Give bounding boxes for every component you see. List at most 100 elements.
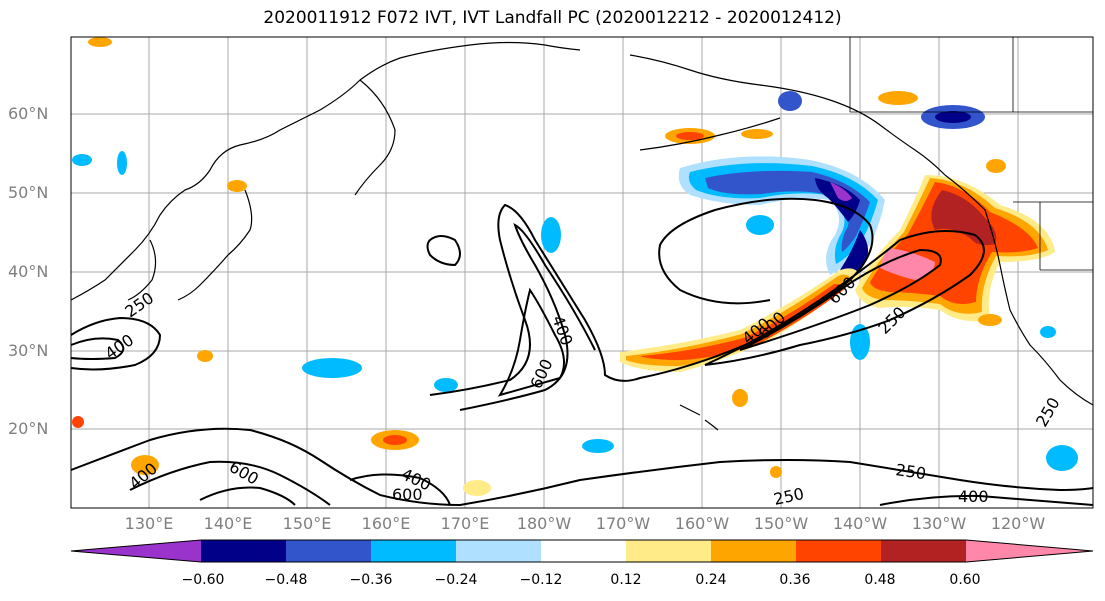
colorbar-segment	[286, 540, 371, 562]
colorbar-outline	[70, 539, 1094, 563]
political-borders	[849, 37, 1093, 271]
pos-pc-peak	[880, 248, 935, 280]
lat-label-60n: 60°N	[8, 104, 49, 123]
ivt-contour-400-plume	[704, 230, 985, 366]
map-title: 2020011912 F072 IVT, IVT Landfall PC (20…	[263, 8, 842, 28]
colorbar-segment	[71, 540, 201, 562]
lat-label-20n: 20°N	[8, 419, 49, 438]
coastline-asia	[70, 41, 581, 301]
colorbar-tick: 0.12	[610, 572, 642, 588]
pos-pc-blob	[741, 129, 773, 139]
lon-label-130e: 130°E	[124, 514, 174, 533]
ivt-contour-600-central	[497, 287, 565, 397]
neg-pc-blob	[72, 154, 92, 166]
ivt-contour-250-west	[70, 316, 162, 371]
pos-pc-blob	[197, 350, 213, 362]
ivt-contour-600-south-mid	[349, 473, 451, 506]
pos-pc-ribbon-light	[620, 268, 860, 372]
neg-pc-peak	[830, 182, 852, 201]
colorbar-tick: −0.48	[264, 572, 308, 588]
coastline-northamerica	[944, 174, 1094, 406]
contour-label: 400	[958, 487, 989, 506]
colorbar-tick: 0.60	[949, 572, 981, 588]
lon-label-120w: 120°W	[990, 514, 1046, 533]
neg-pc-max	[815, 178, 860, 222]
pos-pc-blob	[878, 91, 918, 105]
neg-pc-blob	[746, 215, 774, 235]
pos-pc-blob	[227, 180, 247, 192]
colorbar-tick: −0.24	[434, 572, 478, 588]
ivt-contour-250-central	[429, 197, 874, 396]
colorbar-tick: 0.48	[864, 572, 896, 588]
lat-label-30n: 30°N	[8, 341, 49, 360]
neg-pc-blob	[117, 151, 127, 175]
colorbar-segment	[966, 540, 1093, 562]
colorbar-tick: −0.60	[181, 572, 225, 588]
pos-pc-blob	[131, 455, 159, 475]
pos-pc-blob	[88, 37, 112, 47]
ivt-contour-400-west	[70, 337, 125, 360]
colorbar-segment	[541, 540, 626, 562]
coastline-aleutians	[639, 117, 781, 151]
lon-label-130w: 130°W	[911, 514, 967, 533]
contour-label: 600	[392, 485, 423, 504]
pos-pc-blob	[978, 314, 1002, 326]
colorbar	[70, 539, 1094, 563]
coastlines	[70, 41, 1094, 431]
ivt-contour-ring	[426, 235, 461, 267]
coastline-kamchatka	[354, 79, 396, 196]
contour-label: 250	[894, 460, 927, 483]
pos-pc-blob	[463, 480, 491, 496]
lon-label-170w: 170°W	[595, 514, 651, 533]
colorbar-tick: −0.36	[349, 572, 393, 588]
neg-pc-blob	[1046, 445, 1078, 471]
neg-pc-blob	[434, 378, 458, 392]
neg-pc-blob	[778, 91, 802, 111]
pos-pc-blob	[72, 416, 84, 428]
colorbar-tick: −0.12	[519, 572, 563, 588]
colorbar-segment	[626, 540, 711, 562]
coastline-korea	[127, 239, 157, 301]
ivt-contour-600-plume	[739, 248, 942, 351]
pos-pc-blob	[676, 132, 704, 140]
neg-pc-blob	[302, 358, 362, 378]
colorbar-tick: 0.36	[779, 572, 811, 588]
ivt-contour-250-south	[70, 427, 1094, 507]
ivt-contour-600-south	[199, 486, 296, 506]
coastline-japan	[177, 189, 253, 301]
lon-label-180w: 180°W	[516, 514, 572, 533]
ivt-contours	[70, 197, 1094, 507]
pos-pc-blob	[732, 389, 748, 407]
coastline-alaska	[629, 54, 946, 176]
colorbar-segment	[881, 540, 966, 562]
ivt-contour-400-south	[129, 460, 331, 506]
map-frame	[70, 36, 1094, 509]
shaded-pc-field	[72, 37, 1078, 496]
colorbar-segment	[711, 540, 796, 562]
coastline-hawaii	[679, 404, 719, 431]
neg-pc-blob	[850, 324, 870, 360]
lon-label-160w: 160°W	[674, 514, 730, 533]
neg-pc-blob	[582, 439, 614, 453]
lat-label-40n: 40°N	[8, 262, 49, 281]
pos-pc-blob	[383, 435, 407, 445]
colorbar-segment	[456, 540, 541, 562]
colorbar-tick: 0.24	[695, 572, 727, 588]
lon-label-170e: 170°E	[440, 514, 490, 533]
neg-pc-blob	[935, 111, 971, 123]
lon-label-150e: 150°E	[282, 514, 332, 533]
lon-label-140w: 140°W	[832, 514, 888, 533]
colorbar-segment	[201, 540, 286, 562]
neg-pc-blob	[541, 217, 561, 253]
lon-label-140e: 140°E	[203, 514, 253, 533]
lat-label-50n: 50°N	[8, 183, 49, 202]
lon-label-160e: 160°E	[361, 514, 411, 533]
pos-pc-max	[931, 190, 997, 246]
pos-pc-blob	[770, 466, 782, 478]
ivt-contour-400-central	[459, 223, 596, 411]
ivt-contour-400-southeast	[879, 494, 1094, 506]
lon-label-150w: 150°W	[753, 514, 809, 533]
neg-pc-blob	[1040, 326, 1056, 338]
colorbar-segment	[796, 540, 881, 562]
